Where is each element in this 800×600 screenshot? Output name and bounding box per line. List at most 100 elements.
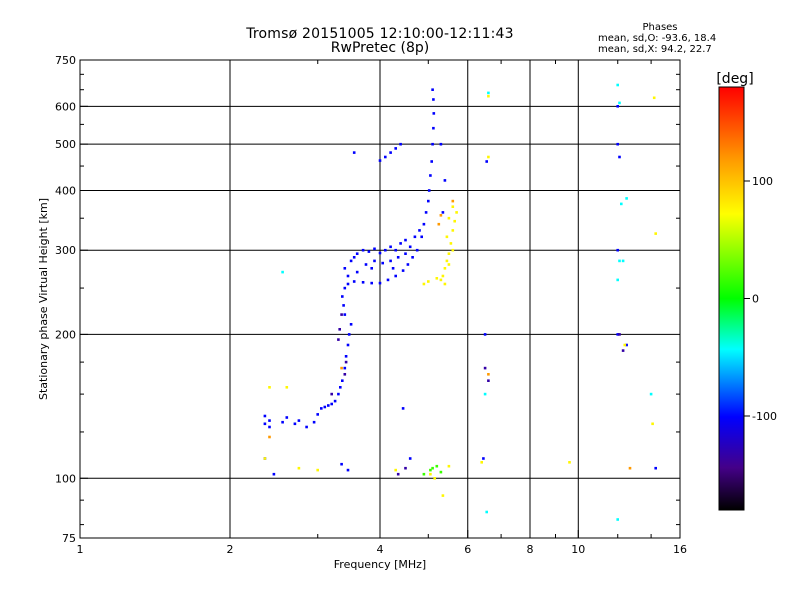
data-point bbox=[483, 366, 487, 370]
data-point bbox=[453, 219, 456, 223]
data-point bbox=[431, 466, 434, 470]
data-point bbox=[367, 250, 371, 253]
data-point bbox=[352, 256, 356, 259]
data-point bbox=[487, 373, 490, 376]
x-tick-label: 4 bbox=[377, 543, 384, 556]
data-point bbox=[340, 313, 343, 316]
data-point bbox=[263, 422, 267, 426]
data-point bbox=[343, 267, 347, 270]
data-point bbox=[404, 252, 407, 255]
data-point bbox=[281, 420, 284, 424]
data-point bbox=[439, 142, 443, 146]
data-point bbox=[355, 270, 359, 274]
data-point bbox=[272, 472, 276, 476]
data-point bbox=[384, 155, 387, 159]
data-point bbox=[439, 470, 443, 474]
data-point bbox=[431, 142, 434, 146]
data-point bbox=[618, 155, 621, 159]
data-point bbox=[651, 422, 654, 426]
data-point bbox=[482, 457, 485, 460]
data-point bbox=[568, 461, 571, 464]
data-point bbox=[349, 323, 353, 326]
data-point bbox=[621, 349, 625, 352]
data-point bbox=[268, 386, 271, 389]
data-point bbox=[343, 373, 347, 376]
stats-line-o: mean, sd,O: -93.6, 18.4 bbox=[598, 33, 717, 44]
data-point bbox=[431, 88, 434, 91]
data-point bbox=[427, 280, 430, 283]
data-point bbox=[386, 278, 390, 282]
data-point bbox=[487, 94, 490, 98]
stats-line-x: mean, sd,X: 94.2, 22.7 bbox=[598, 44, 712, 55]
data-point bbox=[485, 510, 488, 514]
data-point bbox=[443, 282, 447, 286]
data-point bbox=[293, 422, 297, 426]
data-point bbox=[616, 83, 619, 87]
data-point bbox=[347, 333, 351, 336]
data-point bbox=[323, 405, 327, 409]
phase-stats: Phases mean, sd,O: -93.6, 18.4 mean, sd,… bbox=[598, 22, 768, 55]
data-point bbox=[435, 464, 439, 468]
data-point bbox=[342, 304, 345, 307]
data-point bbox=[449, 242, 453, 245]
data-point bbox=[268, 435, 271, 439]
data-point bbox=[429, 468, 432, 472]
data-point bbox=[649, 392, 653, 396]
y-axis-label: Stationary phase Virtual Height [km] bbox=[37, 198, 50, 400]
colorbar-tick-label: -100 bbox=[752, 410, 777, 423]
data-point bbox=[443, 267, 447, 270]
y-tick-label: 750 bbox=[55, 54, 76, 67]
data-point bbox=[483, 392, 487, 396]
data-point bbox=[361, 248, 365, 252]
data-point bbox=[333, 399, 337, 403]
data-point bbox=[268, 425, 271, 429]
data-point bbox=[394, 147, 397, 150]
data-point bbox=[297, 419, 301, 422]
data-point bbox=[281, 270, 284, 274]
data-point bbox=[616, 142, 619, 146]
data-point bbox=[346, 274, 350, 278]
data-point bbox=[337, 338, 340, 341]
data-point bbox=[263, 457, 267, 460]
data-point bbox=[378, 281, 382, 285]
x-tick-label: 10 bbox=[571, 543, 585, 556]
x-tick-label: 1 bbox=[77, 543, 84, 556]
data-point bbox=[370, 267, 373, 270]
data-point bbox=[316, 468, 319, 472]
data-point bbox=[343, 313, 347, 316]
data-point bbox=[429, 472, 432, 476]
data-point bbox=[445, 235, 449, 239]
data-point bbox=[422, 282, 426, 286]
data-point bbox=[628, 466, 632, 470]
data-point bbox=[396, 256, 400, 259]
x-tick-label: 8 bbox=[527, 543, 534, 556]
data-point bbox=[341, 379, 344, 382]
data-point bbox=[396, 472, 400, 476]
chart-subtitle: RwPretec (8p) bbox=[330, 40, 430, 56]
chart-title: Tromsø 20151005 12:10:00-12:11:43 bbox=[246, 26, 514, 42]
data-point bbox=[415, 248, 419, 252]
data-point bbox=[437, 222, 441, 226]
data-point bbox=[408, 245, 412, 249]
data-point bbox=[339, 386, 342, 389]
data-point bbox=[408, 457, 412, 460]
data-point bbox=[443, 179, 447, 182]
data-point bbox=[487, 155, 490, 159]
data-point bbox=[340, 462, 343, 466]
data-point bbox=[451, 229, 455, 232]
data-point bbox=[441, 494, 445, 497]
data-point bbox=[312, 420, 316, 424]
data-point bbox=[427, 189, 431, 192]
data-point bbox=[316, 413, 319, 416]
data-point bbox=[320, 407, 323, 410]
data-point bbox=[618, 101, 621, 105]
data-point bbox=[404, 466, 407, 470]
data-point bbox=[447, 464, 451, 468]
data-point bbox=[394, 274, 397, 278]
y-tick-label: 200 bbox=[55, 328, 76, 341]
data-point bbox=[447, 216, 451, 220]
data-point bbox=[346, 343, 350, 347]
data-point bbox=[378, 251, 382, 255]
data-point bbox=[343, 366, 347, 370]
